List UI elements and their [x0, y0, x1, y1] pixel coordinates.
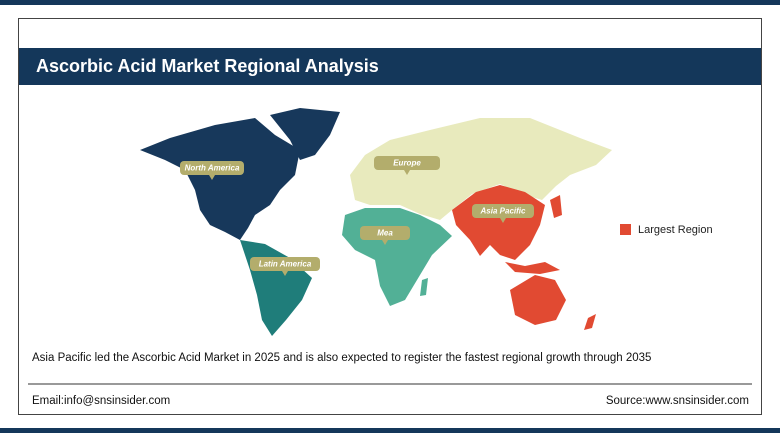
region-label: North America — [180, 161, 244, 180]
region-name: North America — [185, 164, 240, 173]
europe-asia — [350, 118, 612, 220]
legend-swatch — [620, 224, 631, 235]
region-name: Latin America — [259, 260, 312, 269]
region-name: Mea — [377, 229, 393, 238]
bottom-bar — [0, 428, 780, 433]
asia-pacific — [452, 185, 545, 260]
source: Source:www.snsinsider.com — [606, 395, 749, 407]
label-pointer — [282, 271, 288, 276]
region-name: Asia Pacific — [480, 207, 526, 216]
label-pointer — [382, 240, 388, 245]
north-america — [140, 118, 300, 240]
label-pointer — [404, 170, 410, 175]
label-bubble — [374, 156, 440, 170]
frame — [18, 18, 762, 415]
title-bar — [19, 48, 761, 85]
region-label: Mea — [360, 226, 410, 245]
label-bubble — [250, 257, 320, 271]
region-label: Latin America — [250, 257, 320, 276]
australia — [510, 275, 566, 325]
top-bar — [0, 0, 780, 5]
region-label: Europe — [374, 156, 440, 175]
world-map — [140, 108, 612, 336]
region-name: Europe — [393, 159, 421, 168]
legend-label: Largest Region — [638, 224, 713, 236]
label-pointer — [500, 218, 506, 223]
mea — [342, 208, 452, 306]
label-bubble — [360, 226, 410, 240]
caption: Asia Pacific led the Ascorbic Acid Marke… — [32, 352, 651, 364]
title: Ascorbic Acid Market Regional Analysis — [36, 56, 379, 76]
region-label: Asia Pacific — [472, 204, 534, 223]
madagascar — [420, 278, 428, 296]
email: Email:info@snsinsider.com — [32, 395, 170, 407]
new-zealand — [584, 314, 596, 330]
greenland — [270, 108, 340, 160]
label-pointer — [209, 175, 215, 180]
label-bubble — [180, 161, 244, 175]
islands — [505, 195, 562, 274]
label-bubble — [472, 204, 534, 218]
latin-america — [240, 240, 312, 336]
